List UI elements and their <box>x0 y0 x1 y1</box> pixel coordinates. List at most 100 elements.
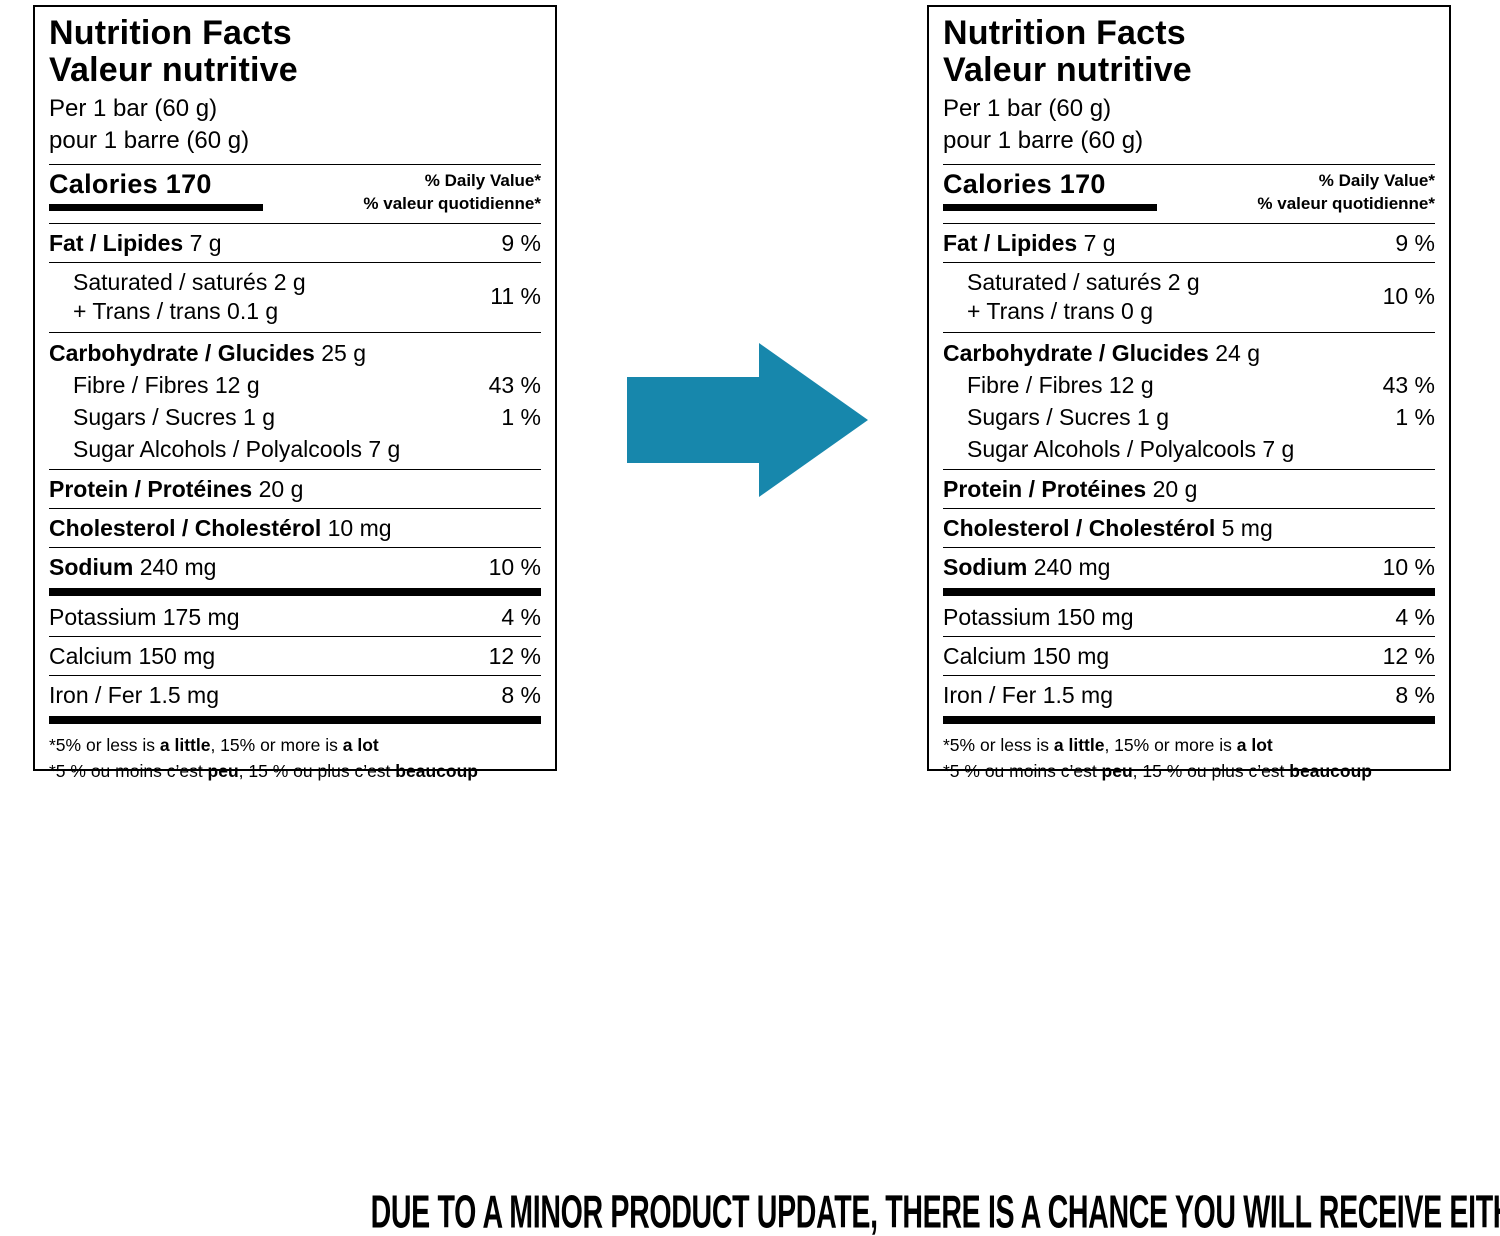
row-protein: Protein / Protéines 20 g <box>49 470 541 508</box>
cholesterol-name: Cholesterol / Cholestérol <box>49 514 322 541</box>
fibre-label: Fibre / Fibres 12 g <box>73 371 260 398</box>
fibre-label: Fibre / Fibres 12 g <box>967 371 1154 398</box>
title-en: Nutrition Facts <box>943 14 1186 52</box>
footnote-en: *5% or less is a little, 15% or more is … <box>49 732 541 758</box>
sodium-name: Sodium <box>49 553 134 580</box>
cholesterol-label: Cholesterol / Cholestérol 5 mg <box>943 514 1273 542</box>
trans-line: + Trans / trans 0.1 g <box>73 298 279 325</box>
protein-amount: 20 g <box>1152 475 1198 502</box>
footnote-fr-text: *5 % ou moins c’est <box>49 761 208 782</box>
calories-row: Calories 170 % Daily Value* % valeur quo… <box>943 165 1435 223</box>
nutrition-label-left: Nutrition Facts Valeur nutritive Per 1 b… <box>33 5 557 781</box>
serving-size: Per 1 bar (60 g) pour 1 barre (60 g) <box>943 93 1435 156</box>
row-protein: Protein / Protéines 20 g <box>943 470 1435 508</box>
fat-amount: 7 g <box>189 229 222 256</box>
protein-label: Protein / Protéines 20 g <box>49 475 303 503</box>
carb-label: Carbohydrate / Glucides 25 g <box>49 339 366 367</box>
sodium-label: Sodium 240 mg <box>943 553 1110 581</box>
serving-fr: pour 1 barre (60 g) <box>49 127 250 155</box>
calcium-label: Calcium 150 mg <box>49 642 216 669</box>
daily-value-fr: % valeur quotidienne* <box>363 193 541 213</box>
divider <box>943 635 1435 637</box>
divider <box>49 675 541 676</box>
fat-label: Fat / Lipides 7 g <box>49 229 222 257</box>
daily-value-header: % Daily Value* % valeur quotidienne* <box>1257 169 1435 216</box>
potassium-dv: 4 % <box>501 603 541 630</box>
protein-amount: 20 g <box>258 475 304 502</box>
row-sugars: Sugars / Sucres 1 g 1 % <box>943 401 1435 433</box>
saturated-dv: 11 % <box>490 283 541 310</box>
iron-label: Iron / Fer 1.5 mg <box>943 682 1114 708</box>
row-carbohydrate: Carbohydrate / Glucides 25 g <box>49 337 541 369</box>
calories-value: Calories 170 <box>49 168 212 199</box>
saturated-dv: 10 % <box>1382 283 1435 310</box>
sugars-dv: 1 % <box>501 403 541 430</box>
saturated-trans-labels: Saturated / saturés 2 g + Trans / trans … <box>49 268 306 327</box>
sugar-alcohols-label: Sugar Alcohols / Polyalcools 7 g <box>967 435 1295 462</box>
protein-name: Protein / Protéines <box>943 475 1147 502</box>
label-title: Nutrition Facts Valeur nutritive <box>49 15 541 88</box>
calcium-dv: 12 % <box>488 642 541 669</box>
footnote-fr-text2: , 15 % ou plus c’est <box>1132 761 1290 782</box>
protein-name: Protein / Protéines <box>49 475 253 502</box>
protein-label: Protein / Protéines 20 g <box>943 475 1197 503</box>
footnote-fr: *5 % ou moins c’est peu, 15 % ou plus c’… <box>49 758 541 784</box>
serving-size: Per 1 bar (60 g) pour 1 barre (60 g) <box>49 93 541 156</box>
fat-label: Fat / Lipides 7 g <box>943 229 1116 257</box>
row-fibre: Fibre / Fibres 12 g 43 % <box>943 369 1435 401</box>
footnote-fr-text: *5 % ou moins c’est <box>943 761 1102 782</box>
title-fr: Valeur nutritive <box>49 50 298 89</box>
cholesterol-amount: 10 mg <box>327 514 392 541</box>
fat-dv: 9 % <box>501 229 541 256</box>
row-carbohydrate: Carbohydrate / Glucides 24 g <box>943 337 1435 369</box>
row-carbohydrate-group: Carbohydrate / Glucides 25 g Fibre / Fib… <box>49 333 541 469</box>
row-iron: Iron / Fer 1.5 mg 8 % <box>49 676 541 714</box>
footnote-en-bold2: a lot <box>1236 735 1273 756</box>
row-sugar-alcohols: Sugar Alcohols / Polyalcools 7 g <box>49 433 541 465</box>
fat-dv: 9 % <box>1395 229 1435 256</box>
title-en: Nutrition Facts <box>49 14 292 52</box>
footnote-fr: *5 % ou moins c’est peu, 15 % ou plus c’… <box>943 758 1435 784</box>
sugar-alcohols-label: Sugar Alcohols / Polyalcools 7 g <box>73 435 401 462</box>
calcium-dv: 12 % <box>1382 642 1435 669</box>
fat-name: Fat / Lipides <box>49 229 184 256</box>
iron-dv: 8 % <box>1395 682 1435 708</box>
row-cholesterol: Cholesterol / Cholestérol 5 mg <box>943 509 1435 547</box>
trans-line: + Trans / trans 0 g <box>967 298 1154 325</box>
row-sugar-alcohols: Sugar Alcohols / Polyalcools 7 g <box>943 433 1435 465</box>
footnote-fr-bold1: peu <box>1101 761 1133 782</box>
fibre-dv: 43 % <box>1382 371 1435 398</box>
row-sodium: Sodium 240 mg 10 % <box>943 548 1435 586</box>
carb-name: Carbohydrate / Glucides <box>49 339 315 366</box>
footer-note: DUE TO A MINOR PRODUCT UPDATE, THERE IS … <box>0 1185 1500 1236</box>
serving-fr: pour 1 barre (60 g) <box>943 127 1144 155</box>
sodium-dv: 10 % <box>1382 553 1435 580</box>
daily-value-en: % Daily Value* <box>1318 170 1435 190</box>
divider <box>49 222 541 224</box>
sugars-label: Sugars / Sucres 1 g <box>73 403 275 430</box>
carb-name: Carbohydrate / Glucides <box>943 339 1209 366</box>
fat-name: Fat / Lipides <box>943 229 1078 256</box>
sodium-label: Sodium 240 mg <box>49 553 216 581</box>
footnote-en-text2: , 15% or more is <box>210 735 343 756</box>
fibre-dv: 43 % <box>488 371 541 398</box>
saturated-line: Saturated / saturés 2 g <box>967 268 1200 295</box>
footnote-fr-bold2: beaucoup <box>395 761 478 782</box>
footnote-en-bold2: a lot <box>342 735 379 756</box>
cholesterol-name: Cholesterol / Cholestérol <box>943 514 1216 541</box>
sodium-name: Sodium <box>943 553 1028 580</box>
arrow-right-icon <box>627 343 868 497</box>
footnote-en-text: *5% or less is <box>943 735 1054 756</box>
calories-underline <box>49 203 263 211</box>
row-sugars: Sugars / Sucres 1 g 1 % <box>49 401 541 433</box>
row-potassium: Potassium 150 mg 4 % <box>943 598 1435 636</box>
serving-en: Per 1 bar (60 g) <box>49 95 218 123</box>
footnote-en-bold1: a little <box>159 735 211 756</box>
footer-note-text: DUE TO A MINOR PRODUCT UPDATE, THERE IS … <box>370 1185 1500 1236</box>
potassium-label: Potassium 175 mg <box>49 603 240 630</box>
row-fat: Fat / Lipides 7 g 9 % <box>49 224 541 262</box>
divider <box>49 331 541 333</box>
footnote-en: *5% or less is a little, 15% or more is … <box>943 732 1435 758</box>
cholesterol-amount: 5 mg <box>1221 514 1273 541</box>
row-saturated-trans: Saturated / saturés 2 g + Trans / trans … <box>49 263 541 332</box>
